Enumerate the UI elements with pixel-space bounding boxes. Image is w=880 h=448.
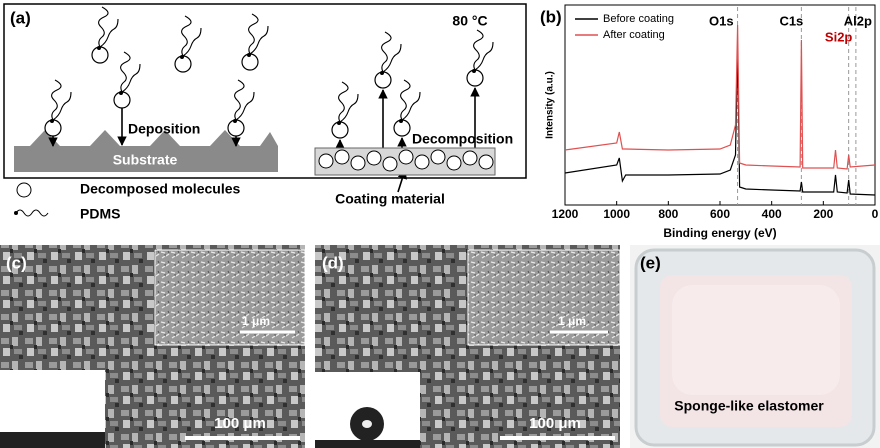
legend-circle xyxy=(16,182,32,198)
droplet-highlight xyxy=(362,420,372,428)
coating-label: Coating material xyxy=(335,191,445,207)
caption: Sponge-like elastomer xyxy=(674,398,824,414)
panel-label: (e) xyxy=(640,253,661,272)
panel-e: Sponge-like elastomer (e) xyxy=(630,245,880,448)
x-tick-label: 1200 xyxy=(552,207,579,221)
legend-label: After coating xyxy=(603,29,665,41)
substrate-photo xyxy=(315,440,420,448)
elastomer-highlight xyxy=(672,285,840,395)
panel-a: (a) 80 °C Substrate Deposition xyxy=(3,3,527,193)
x-tick-label: 400 xyxy=(762,207,782,221)
annotation: C1s xyxy=(779,13,803,28)
panel-label: (b) xyxy=(540,7,562,26)
x-tick-label: 1000 xyxy=(603,207,630,221)
scale-label: 1 μm xyxy=(242,314,270,328)
scale-label: 100 μm xyxy=(214,415,266,432)
substrate-photo xyxy=(0,432,105,448)
scale-label: 100 μm xyxy=(529,415,581,432)
decomposition-label: Decomposition xyxy=(412,131,513,147)
series-line xyxy=(564,44,876,196)
decomposed-circles xyxy=(318,149,494,172)
sem-inset xyxy=(154,249,306,346)
panel-label: (d) xyxy=(322,253,344,272)
legend-pdms xyxy=(15,209,49,217)
panel-d: 1 μm 100 μm (d) xyxy=(315,245,621,448)
series-line xyxy=(564,24,876,170)
legend-text: Decomposed molecules xyxy=(80,181,240,197)
sem-inset xyxy=(467,249,621,346)
legend-dot xyxy=(14,211,18,215)
x-axis-title: Binding energy (eV) xyxy=(663,226,776,240)
substrate-label: Substrate xyxy=(113,152,178,168)
annotation: Si2p xyxy=(825,29,853,44)
annotation: O1s xyxy=(709,13,734,28)
scale-label: 1 μm xyxy=(558,314,586,328)
panel-label: (a) xyxy=(10,8,31,27)
panel-c: 1 μm 100 μm (c) xyxy=(0,245,306,448)
x-tick-label: 800 xyxy=(658,207,678,221)
substrate xyxy=(14,130,278,172)
annotation: Al2p xyxy=(844,13,872,28)
x-tick-label: 0 xyxy=(872,207,879,221)
legend-text: PDMS xyxy=(80,206,120,222)
legend-label: Before coating xyxy=(603,13,674,25)
temperature: 80 °C xyxy=(452,13,487,29)
deposition-label: Deposition xyxy=(128,121,200,137)
y-axis-title: Intensity (a.u.) xyxy=(545,71,556,139)
x-tick-label: 200 xyxy=(813,207,833,221)
x-tick-label: 600 xyxy=(710,207,730,221)
panel-label: (c) xyxy=(6,253,27,272)
